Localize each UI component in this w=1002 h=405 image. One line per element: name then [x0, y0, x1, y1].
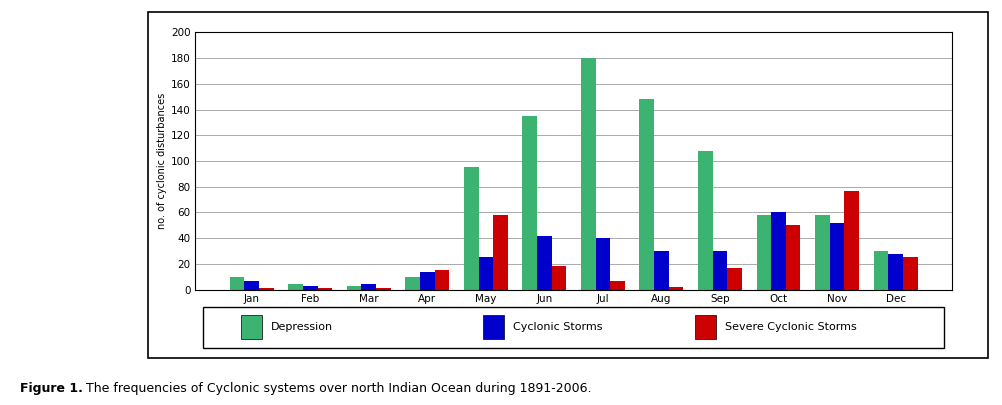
Bar: [903, 258, 918, 290]
Bar: [639, 99, 654, 290]
Bar: [376, 288, 391, 290]
FancyBboxPatch shape: [203, 307, 944, 348]
Bar: [406, 277, 420, 290]
Bar: [845, 191, 859, 290]
Bar: [240, 315, 262, 339]
Bar: [362, 284, 376, 290]
Bar: [318, 288, 333, 290]
Bar: [654, 251, 668, 290]
Bar: [479, 258, 493, 290]
Bar: [229, 277, 244, 290]
Bar: [483, 315, 504, 339]
Text: Cyclonic Storms: Cyclonic Storms: [513, 322, 602, 332]
Y-axis label: no. of cyclonic disturbances: no. of cyclonic disturbances: [156, 93, 166, 229]
Bar: [694, 315, 715, 339]
Bar: [874, 251, 888, 290]
Bar: [552, 266, 566, 290]
Bar: [888, 254, 903, 290]
Bar: [244, 281, 260, 290]
Bar: [727, 268, 741, 290]
Bar: [260, 288, 274, 290]
Bar: [595, 238, 610, 290]
Text: Severe Cyclonic Storms: Severe Cyclonic Storms: [724, 322, 857, 332]
Bar: [830, 223, 845, 290]
Bar: [347, 286, 362, 290]
Bar: [420, 272, 435, 290]
Text: Figure 1.: Figure 1.: [20, 382, 83, 395]
Bar: [712, 251, 727, 290]
Bar: [493, 215, 508, 290]
X-axis label: Month: Month: [554, 309, 593, 319]
Text: The frequencies of Cyclonic systems over north Indian Ocean during 1891-2006.: The frequencies of Cyclonic systems over…: [82, 382, 591, 395]
Bar: [815, 215, 830, 290]
Bar: [303, 286, 318, 290]
Bar: [537, 236, 552, 290]
Text: Depression: Depression: [271, 322, 334, 332]
Bar: [522, 116, 537, 290]
Bar: [581, 58, 595, 290]
Bar: [772, 212, 786, 290]
Bar: [464, 167, 479, 290]
Bar: [757, 215, 772, 290]
Bar: [289, 284, 303, 290]
Bar: [610, 281, 625, 290]
Bar: [435, 270, 449, 290]
Bar: [698, 151, 712, 290]
Bar: [786, 225, 801, 290]
Bar: [668, 287, 683, 290]
